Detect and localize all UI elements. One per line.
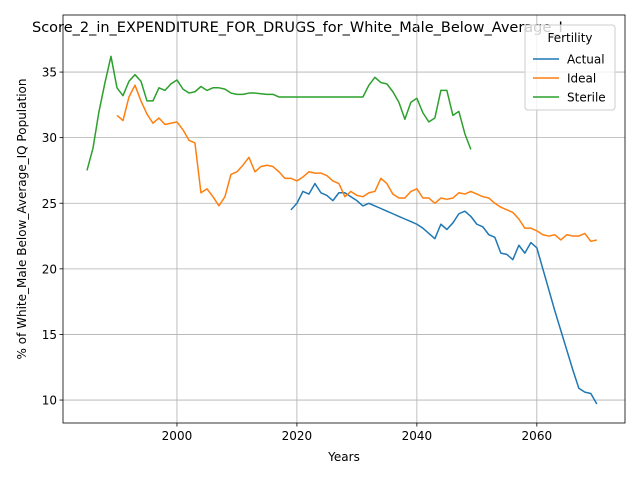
y-tick-label: 10 bbox=[42, 394, 57, 408]
y-tick-label: 20 bbox=[42, 262, 57, 276]
legend-label: Ideal bbox=[567, 72, 596, 86]
data-line bbox=[290, 182, 598, 405]
x-axis-label: Years bbox=[327, 450, 360, 464]
x-tick-label: 2000 bbox=[162, 429, 193, 443]
legend-label: Actual bbox=[567, 53, 605, 67]
y-axis-label: % of White_Male Below_Average_IQ Populat… bbox=[15, 79, 29, 360]
legend-label: Sterile bbox=[567, 91, 606, 105]
x-tick-label: 2020 bbox=[282, 429, 313, 443]
legend-title: Fertility bbox=[547, 31, 592, 45]
legend-box bbox=[524, 24, 616, 111]
y-tick-label: 35 bbox=[42, 66, 57, 80]
plot-frame bbox=[62, 14, 626, 424]
chart-title: Score_2_in_EXPENDITURE_FOR_DRUGS_for_Whi… bbox=[32, 20, 563, 36]
data-line bbox=[86, 55, 472, 171]
y-tick-label: 30 bbox=[42, 131, 57, 145]
x-tick-label: 2040 bbox=[402, 429, 433, 443]
y-tick-label: 15 bbox=[42, 328, 57, 342]
x-tick-label: 2060 bbox=[522, 429, 553, 443]
y-tick-label: 25 bbox=[42, 197, 57, 211]
legend: Fertility Actual Ideal Sterile bbox=[524, 24, 616, 111]
data-line bbox=[116, 84, 597, 243]
